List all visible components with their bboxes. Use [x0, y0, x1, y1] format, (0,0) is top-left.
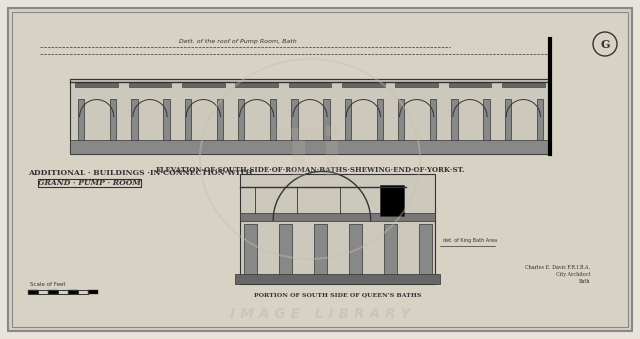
Bar — [430, 99, 436, 149]
Bar — [396, 83, 438, 87]
Bar — [289, 83, 332, 87]
Bar — [48, 290, 58, 294]
Bar — [28, 290, 38, 294]
Bar — [236, 83, 278, 87]
Bar — [380, 185, 404, 216]
Bar — [185, 99, 191, 149]
Text: Charles E. Davis F.R.I.B.A.
City Architect
Bath: Charles E. Davis F.R.I.B.A. City Archite… — [525, 265, 590, 284]
Text: ELEVATION·OF·SOUTH·SIDE·OF·ROMAN·BATHS·SHEWING·END·OF·YORK·ST.: ELEVATION·OF·SOUTH·SIDE·OF·ROMAN·BATHS·S… — [156, 166, 465, 174]
Text: G: G — [600, 39, 610, 49]
Bar — [70, 140, 550, 154]
Bar — [451, 99, 458, 149]
Text: I M A G E   L I B R A R Y: I M A G E L I B R A R Y — [230, 307, 410, 321]
Text: det. of King Bath Area: det. of King Bath Area — [443, 238, 497, 243]
Bar — [163, 99, 170, 149]
Bar — [70, 79, 550, 154]
Text: Ti: Ti — [276, 126, 344, 192]
Bar — [235, 274, 440, 284]
Bar — [291, 99, 298, 149]
Bar — [240, 174, 435, 284]
Bar — [505, 99, 511, 149]
Bar — [68, 290, 78, 294]
Bar — [76, 83, 118, 87]
Text: Dett. of the roof of Pump Room, Bath: Dett. of the roof of Pump Room, Bath — [179, 39, 297, 44]
Bar — [483, 99, 490, 149]
Text: GRAND · PUMP · ROOM: GRAND · PUMP · ROOM — [38, 179, 141, 187]
Bar — [129, 83, 172, 87]
Bar — [323, 99, 330, 149]
Bar — [110, 99, 116, 149]
Bar — [342, 83, 385, 87]
Bar — [243, 223, 257, 279]
Text: Scale of Feet: Scale of Feet — [30, 282, 66, 287]
Text: PORTION OF SOUTH SIDE OF QUEEN'S BATHS: PORTION OF SOUTH SIDE OF QUEEN'S BATHS — [254, 292, 421, 297]
Bar — [377, 99, 383, 149]
Bar — [238, 99, 244, 149]
Bar — [349, 223, 362, 279]
Bar — [345, 99, 351, 149]
Bar — [398, 99, 404, 149]
Bar — [240, 213, 435, 221]
Bar — [78, 99, 84, 149]
Bar — [131, 99, 138, 149]
Bar — [182, 83, 225, 87]
Bar — [270, 99, 276, 149]
Bar — [537, 99, 543, 149]
Bar — [314, 223, 326, 279]
Bar — [502, 83, 545, 87]
Text: ADDITIONAL · BUILDINGS ·IN·CONNECTION·WITH: ADDITIONAL · BUILDINGS ·IN·CONNECTION·WI… — [28, 169, 253, 177]
Bar — [217, 99, 223, 149]
Bar — [419, 223, 431, 279]
Bar — [88, 290, 98, 294]
Bar — [449, 83, 492, 87]
Bar — [278, 223, 291, 279]
Bar — [383, 223, 397, 279]
